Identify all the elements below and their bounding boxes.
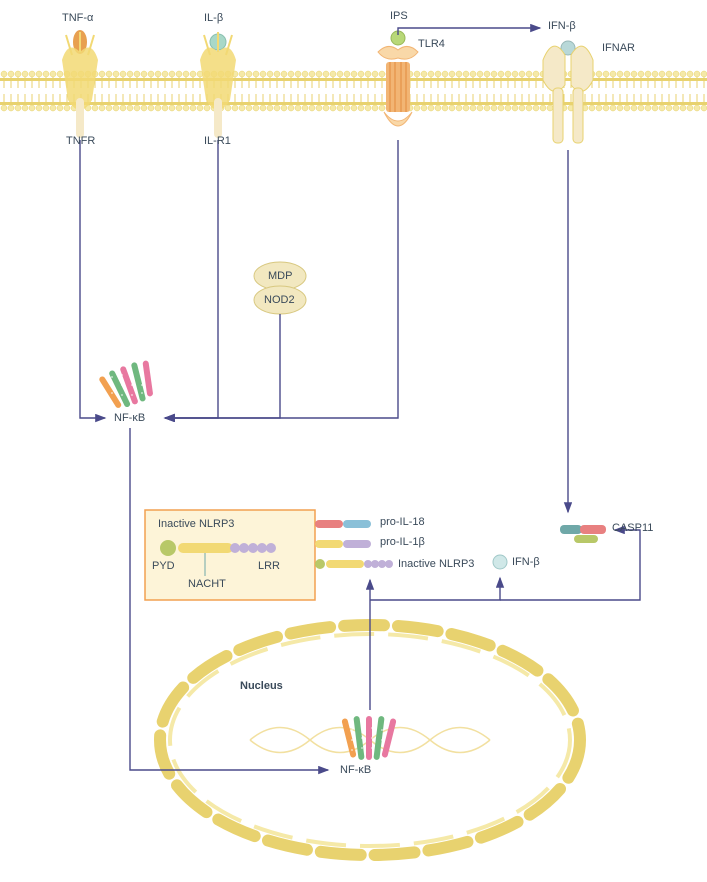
label-ilb: IL-β (204, 12, 223, 24)
diagram-canvas: TNF-α IL-β IPS TLR4 IFN-β IFNAR TNFR IL-… (0, 0, 707, 882)
diagram-svg (0, 0, 707, 882)
receptor-tnfr (62, 30, 98, 138)
label-nacht: NACHT (188, 578, 226, 590)
label-pro-il18: pro-IL-18 (380, 516, 425, 528)
receptor-ilr1 (200, 32, 236, 138)
label-inactive-nlrp3-2: Inactive NLRP3 (398, 558, 474, 570)
label-nfkb-cyto: NF-κB (114, 412, 145, 424)
label-lrr: LRR (258, 560, 280, 572)
label-ips: IPS (390, 10, 408, 22)
label-nfkb-nucleus: NF-κB (340, 764, 371, 776)
receptor-ifnar (543, 41, 593, 143)
label-legend-title: Inactive NLRP3 (158, 518, 234, 530)
label-tnfa: TNF-α (62, 12, 93, 24)
label-ilr1: IL-R1 (204, 135, 231, 147)
label-mdp: MDP (268, 270, 292, 282)
label-tlr4: TLR4 (418, 38, 445, 50)
nfkb-cytoplasm (97, 357, 161, 413)
casp11 (560, 525, 606, 543)
label-nucleus: Nucleus (240, 680, 283, 692)
ifnb-dot (493, 555, 507, 569)
label-nod2: NOD2 (264, 294, 295, 306)
label-ifnb-cyto: IFN-β (512, 556, 540, 568)
label-ifnar: IFNAR (602, 42, 635, 54)
label-ifnb-top: IFN-β (548, 20, 576, 32)
label-tnfr: TNFR (66, 135, 95, 147)
label-casp11: CASP11 (612, 522, 653, 534)
label-pyd: PYD (152, 560, 175, 572)
label-pro-il1b: pro-IL-1β (380, 536, 425, 548)
